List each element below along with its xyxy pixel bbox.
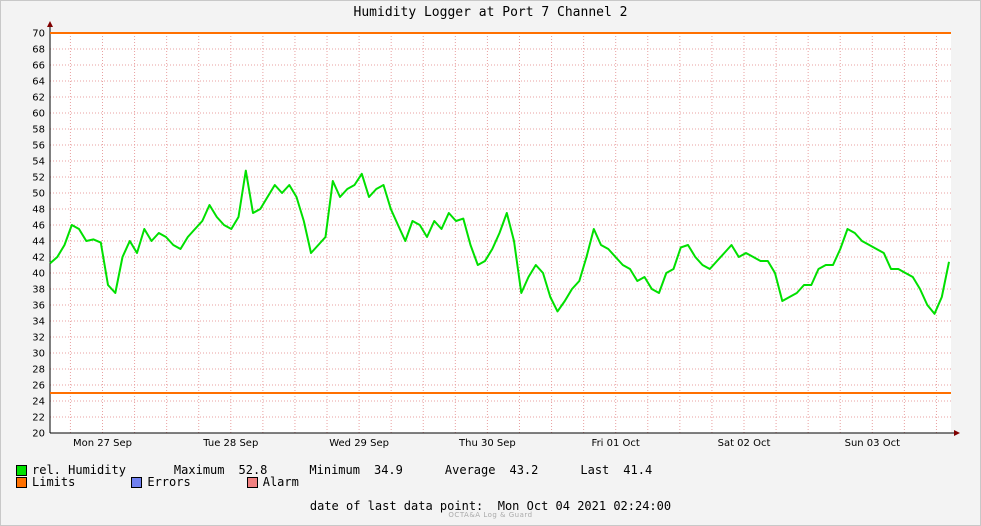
humidity-swatch	[16, 464, 27, 476]
y-tick-label: 44	[32, 237, 45, 248]
x-tick-label: Mon 27 Sep	[73, 438, 132, 449]
y-tick-label: 22	[32, 413, 45, 424]
y-tick-label: 48	[32, 205, 45, 216]
stat-maximum-value: 52.8	[238, 463, 268, 477]
y-tick-label: 32	[32, 333, 45, 344]
x-tick-label: Sun 03 Oct	[845, 438, 900, 449]
last-data-point: date of last data point: Mon Oct 04 2021…	[0, 499, 981, 513]
y-tick-label: 54	[32, 157, 45, 168]
stat-minimum-value: 34.9	[373, 463, 403, 477]
y-tick-label: 70	[32, 29, 45, 40]
stat-last-label: Last	[580, 463, 610, 477]
legend-humidity-label: rel. Humidity	[32, 463, 126, 477]
x-axis-arrow	[954, 430, 960, 436]
y-tick-label: 46	[32, 221, 45, 232]
stat-last-value: 41.4	[623, 463, 653, 477]
alarm-swatch	[246, 476, 258, 488]
y-tick-label: 38	[32, 285, 45, 296]
stat-minimum-label: Minimum	[309, 463, 360, 477]
chart-title: Humidity Logger at Port 7 Channel 2	[353, 5, 628, 20]
y-tick-label: 64	[32, 77, 45, 88]
stat-maximum-label: Maximum	[173, 463, 225, 477]
x-tick-label: Thu 30 Sep	[458, 438, 516, 449]
x-tick-label: Tue 28 Sep	[202, 438, 258, 449]
y-tick-label: 20	[32, 429, 45, 440]
y-tick-label: 52	[32, 173, 45, 184]
y-tick-label: 40	[32, 269, 45, 280]
y-tick-label: 30	[32, 349, 45, 360]
errors-swatch	[131, 476, 143, 488]
y-tick-label: 58	[32, 125, 45, 136]
x-tick-label: Wed 29 Sep	[329, 438, 389, 449]
x-tick-label: Fri 01 Oct	[592, 438, 640, 449]
watermark: OCTA&A Log & Guard	[448, 511, 533, 519]
y-tick-label: 28	[32, 365, 45, 376]
y-tick-label: 62	[32, 93, 45, 104]
series-rel-humidity	[49, 169, 950, 315]
y-tick-label: 56	[32, 141, 45, 152]
footer-label: date of last data point:	[309, 499, 484, 513]
y-tick-label: 50	[32, 189, 45, 200]
legend-row-1: rel. Humidity Maximum 52.8 Minimum 34.9 Av…	[16, 463, 652, 477]
footer-value: Mon Oct 04 2021 02:24:00	[497, 499, 672, 513]
stat-average-label: Average	[444, 463, 496, 477]
y-tick-label: 66	[32, 61, 45, 72]
stat-average-value: 43.2	[509, 463, 539, 477]
legend-errors-label: Errors	[147, 475, 191, 489]
limits-swatch	[16, 476, 27, 488]
y-tick-label: 68	[32, 45, 45, 56]
y-tick-label: 60	[32, 109, 45, 120]
legend-alarm-label: Alarm	[262, 475, 299, 489]
y-tick-label: 26	[32, 381, 45, 392]
legend-limits-label: Limits	[32, 475, 76, 489]
y-tick-label: 36	[32, 301, 45, 312]
y-tick-label: 24	[32, 397, 45, 408]
y-tick-label: 34	[32, 317, 45, 328]
y-tick-label: 42	[32, 253, 45, 264]
x-tick-label: Sat 02 Oct	[718, 438, 771, 449]
legend-row-2: Limits Errors Alarm	[16, 475, 299, 489]
y-axis-arrow	[47, 21, 53, 27]
